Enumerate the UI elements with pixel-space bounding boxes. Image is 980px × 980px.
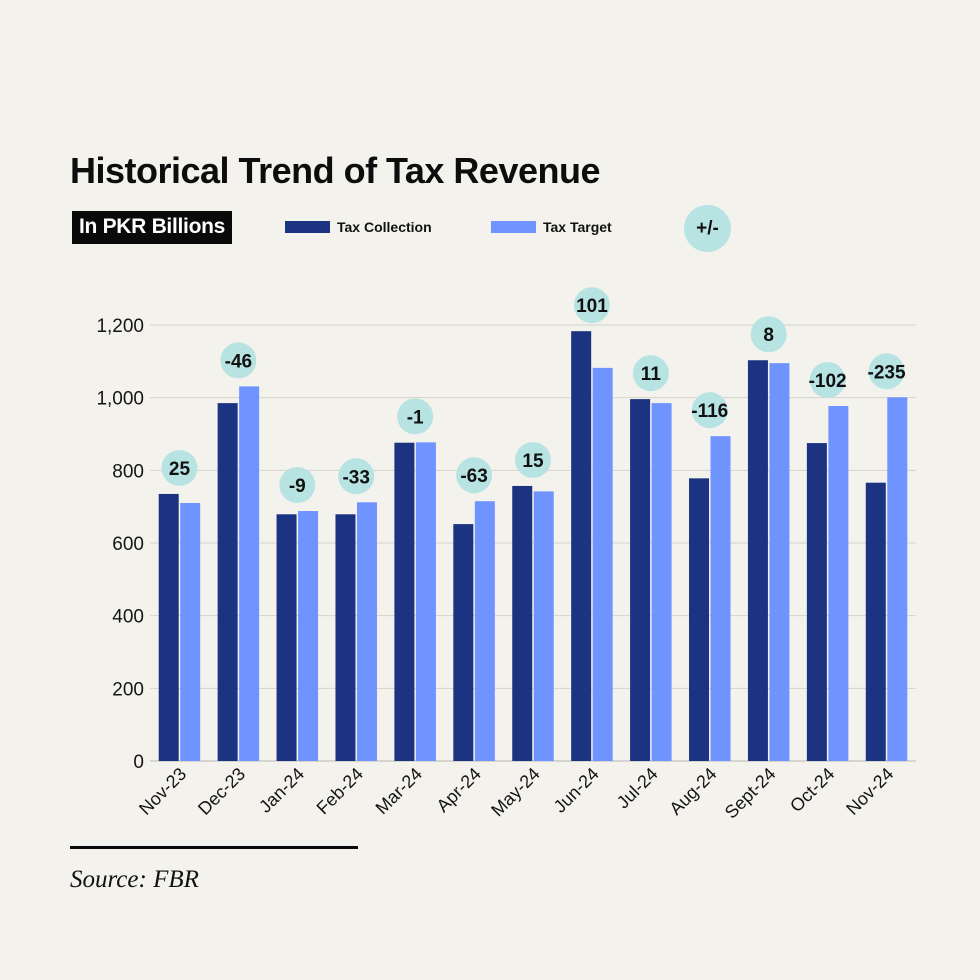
bar-tax-collection [571, 331, 592, 761]
legend-swatch-target [491, 221, 536, 233]
bar-tax-collection [865, 482, 886, 761]
difference-label: -1 [407, 407, 424, 428]
source-divider [70, 846, 358, 849]
bar-tax-target [769, 363, 790, 761]
x-tick-label: Aug-24 [665, 764, 720, 819]
bar-tax-target [533, 491, 554, 761]
y-tick-label: 400 [112, 607, 144, 628]
difference-bubble [220, 342, 257, 379]
bar-tax-target [651, 403, 672, 761]
x-tick-label: Oct-24 [786, 764, 838, 816]
unit-badge: In PKR Billions [72, 211, 233, 244]
x-tick-label: Mar-24 [372, 764, 426, 818]
difference-bubble [691, 392, 728, 429]
y-tick-label: 800 [112, 461, 144, 482]
bar-tax-target [710, 436, 731, 761]
legend-label-target: Tax Target [543, 219, 612, 235]
difference-bubble [573, 287, 610, 324]
source-note: Source: FBR [70, 866, 199, 893]
difference-label: -235 [868, 362, 906, 383]
difference-bubble [279, 467, 316, 504]
chart-title: Historical Trend of Tax Revenue [70, 150, 600, 191]
bar-tax-collection [217, 403, 238, 761]
difference-label: -9 [289, 476, 306, 497]
y-tick-label: 1,000 [96, 389, 144, 410]
x-tick-label: Jul-24 [613, 764, 662, 813]
legend-item-target: Tax Target [491, 219, 612, 235]
difference-label: 11 [641, 364, 662, 385]
difference-label: 25 [169, 459, 191, 480]
x-tick-label: Apr-24 [433, 764, 485, 816]
bar-tax-collection [158, 493, 179, 761]
difference-label: -33 [342, 467, 369, 488]
y-tick-label: 200 [112, 679, 144, 700]
bar-tax-collection [335, 514, 356, 761]
difference-label: -63 [460, 466, 487, 487]
x-tick-label: Nov-24 [842, 764, 897, 819]
bar-tax-target [592, 367, 613, 761]
bar-tax-target [298, 511, 319, 761]
difference-bubble [338, 458, 375, 495]
difference-bubble [456, 457, 493, 494]
bar-tax-target [887, 397, 908, 761]
difference-label: 8 [763, 325, 774, 346]
difference-bubble [632, 355, 669, 392]
bar-tax-target [180, 503, 201, 761]
difference-label: -102 [809, 371, 847, 392]
bar-tax-collection [453, 524, 474, 761]
bar-tax-target [828, 406, 849, 761]
difference-bubble [515, 441, 551, 478]
difference-bubble [750, 316, 787, 353]
x-tick-label: Sept-24 [721, 764, 780, 823]
y-tick-label: 600 [112, 534, 144, 555]
x-tick-label: Dec-23 [194, 764, 249, 819]
x-tick-label: Jan-24 [255, 764, 308, 817]
difference-bubble [397, 398, 434, 435]
y-tick-label: 0 [133, 752, 144, 773]
legend-difference-bubble: +/- [684, 205, 731, 252]
bar-tax-target [356, 502, 377, 761]
legend-swatch-collection [285, 221, 330, 233]
bar-tax-target [239, 386, 260, 761]
bar-tax-collection [276, 514, 297, 761]
difference-bubble [161, 449, 198, 486]
legend-label-collection: Tax Collection [337, 219, 432, 235]
bar-tax-collection [806, 443, 827, 761]
bar-tax-target [415, 442, 436, 761]
bar-tax-collection [747, 360, 768, 761]
bar-tax-collection [394, 442, 415, 761]
bar-tax-collection [689, 478, 710, 761]
difference-bubble [809, 362, 846, 399]
difference-label: 15 [522, 451, 544, 472]
bar-tax-target [474, 501, 495, 761]
x-tick-label: Feb-24 [313, 764, 367, 818]
difference-label: -116 [691, 401, 728, 422]
difference-label: -46 [225, 351, 252, 372]
difference-bubble [868, 353, 905, 390]
bar-tax-collection [630, 399, 651, 761]
x-tick-label: Jun-24 [550, 764, 603, 817]
bar-tax-collection [512, 485, 533, 761]
y-tick-label: 1,200 [96, 316, 144, 337]
difference-label: 101 [576, 296, 608, 317]
legend-item-collection: Tax Collection [285, 219, 432, 235]
x-tick-label: May-24 [487, 764, 544, 821]
